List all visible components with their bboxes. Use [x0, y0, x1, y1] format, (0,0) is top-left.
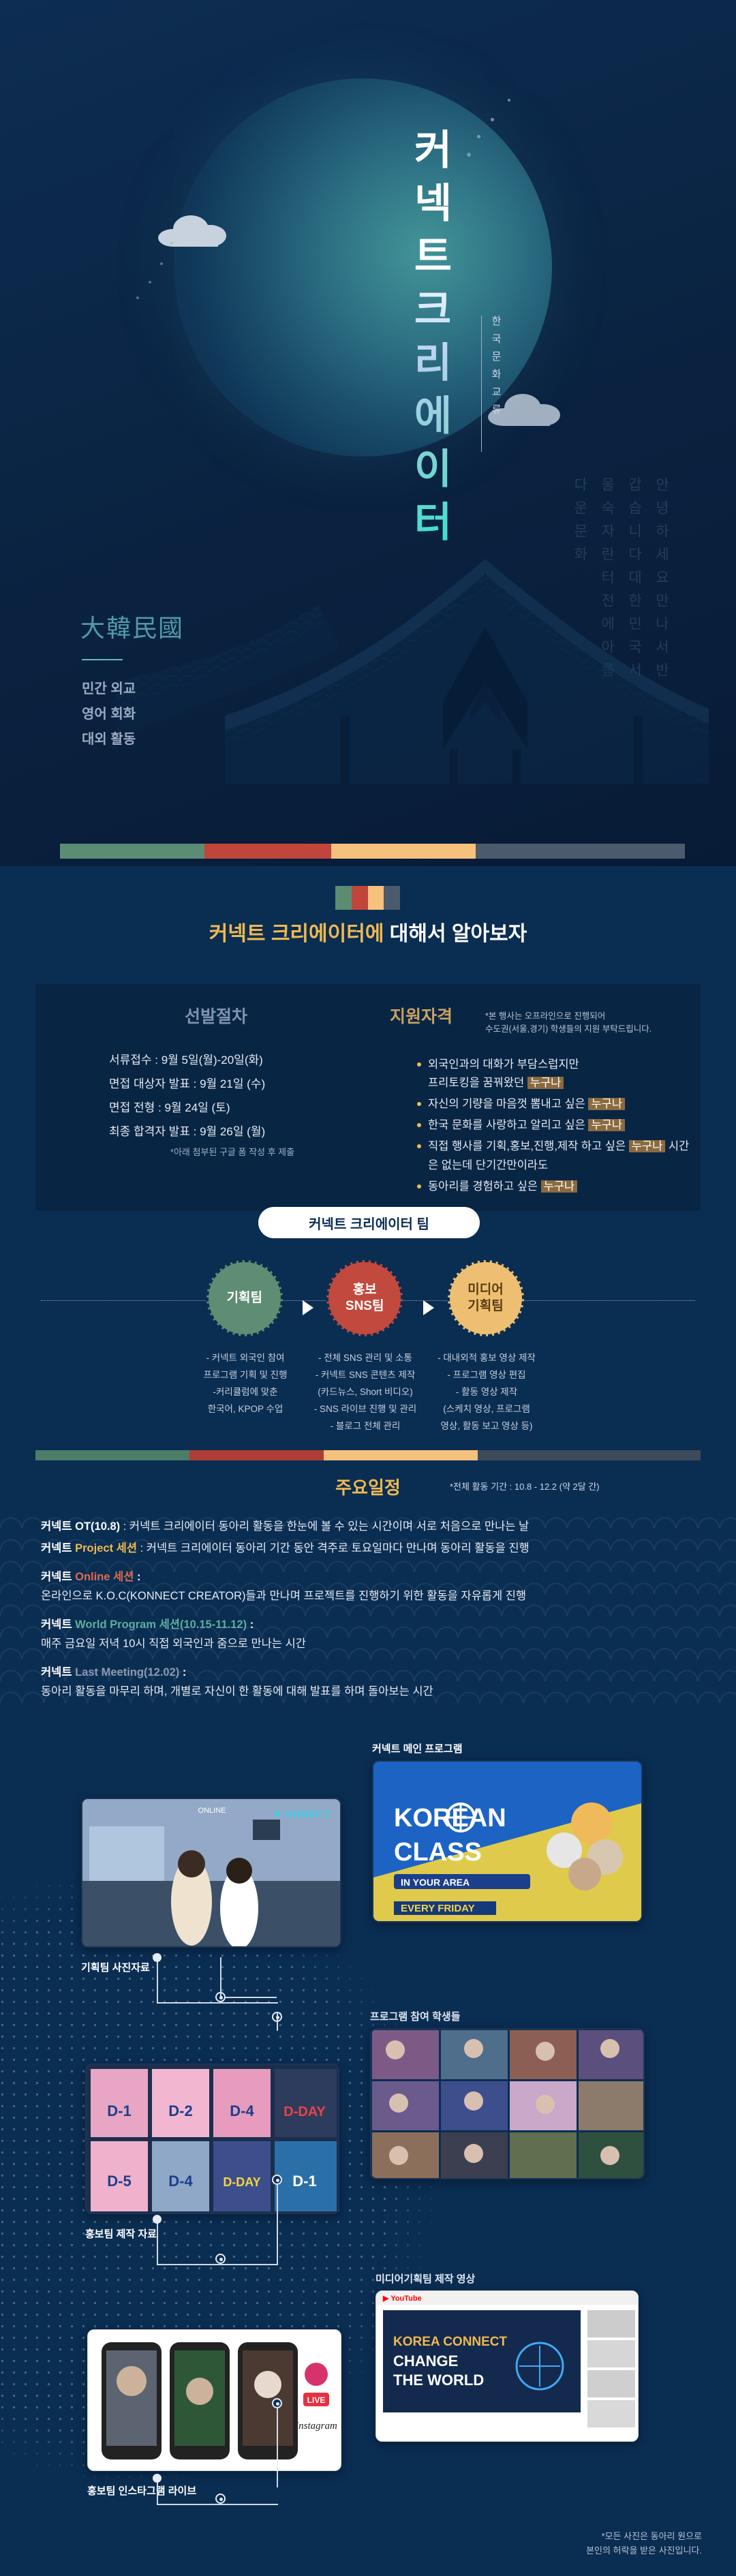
svg-text:EVERY FRIDAY: EVERY FRIDAY [401, 1903, 475, 1914]
svg-text:IN YOUR AREA: IN YOUR AREA [401, 1877, 470, 1888]
svg-text:Instagram: Instagram [294, 2421, 337, 2432]
svg-text:CHANGE: CHANGE [393, 2352, 458, 2370]
svg-text:D-1: D-1 [107, 2102, 131, 2119]
svg-text:D-2: D-2 [168, 2102, 192, 2119]
svg-text:ONLINE: ONLINE [198, 1807, 226, 1815]
svg-text:D-4: D-4 [230, 2102, 254, 2119]
svg-text:▶ YouTube: ▶ YouTube [382, 2295, 422, 2303]
svg-text:D-1: D-1 [292, 2173, 316, 2190]
svg-text:D-DAY: D-DAY [283, 2104, 326, 2119]
svg-text:CLASS: CLASS [394, 1838, 482, 1867]
svg-text:D-5: D-5 [107, 2173, 131, 2190]
svg-text:D-DAY: D-DAY [223, 2175, 260, 2189]
svg-text:D-4: D-4 [168, 2173, 193, 2190]
svg-text:THE WORLD: THE WORLD [393, 2372, 484, 2389]
svg-text:KOREA CONNECT: KOREA CONNECT [393, 2335, 508, 2349]
svg-text:LIVE: LIVE [307, 2395, 326, 2405]
